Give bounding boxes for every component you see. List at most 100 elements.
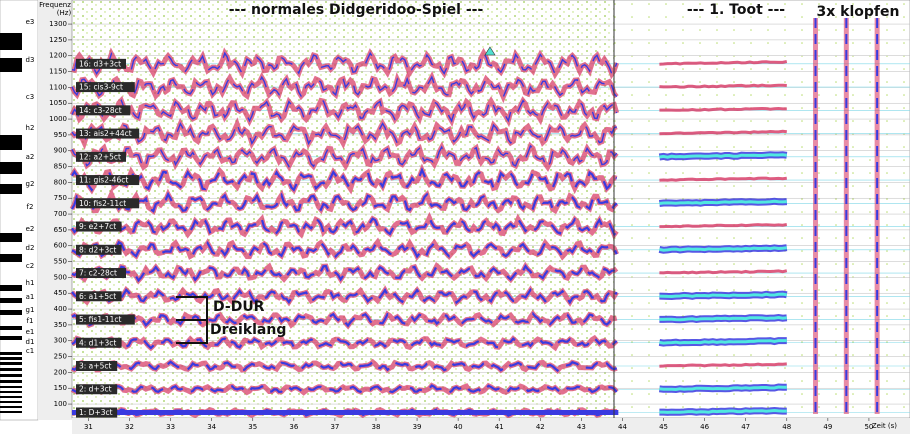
y-tick-label: 650 xyxy=(54,226,67,234)
harmonic-label-box xyxy=(76,337,122,348)
y-tick-label: 1300 xyxy=(49,20,67,28)
harmonic-label: 3: a+5ct xyxy=(79,362,111,371)
harmonic-trace xyxy=(69,187,619,216)
harmonic-label-box xyxy=(76,291,122,302)
harmonic-label-box xyxy=(76,361,118,372)
note-label: h1 xyxy=(26,279,35,287)
toot-trace xyxy=(659,223,788,229)
harmonic-label: 8: d2+3ct xyxy=(79,245,116,254)
harmonic-label-box xyxy=(76,244,122,255)
harmonic-label: 4: d1+3ct xyxy=(79,338,116,347)
note-label: a1 xyxy=(26,293,35,301)
harmonic-label: 5: fis1-11ct xyxy=(79,315,121,324)
note-label: e2 xyxy=(26,225,35,233)
harmonic-label-box xyxy=(76,268,126,279)
x-tick-label: 41 xyxy=(495,423,504,431)
x-tick-label: 50 xyxy=(864,423,873,431)
toot-trace xyxy=(659,176,787,182)
harmonic-core xyxy=(71,75,618,99)
x-tick-label: 33 xyxy=(166,423,175,431)
toot-core xyxy=(659,408,787,414)
note-label: d2 xyxy=(26,244,35,252)
chord-bracket xyxy=(176,296,208,344)
y-tick-label: 500 xyxy=(54,273,67,281)
harmonic-core xyxy=(71,51,618,76)
note-label: g2 xyxy=(26,180,35,188)
y-tick-label: 600 xyxy=(54,242,67,250)
y-tick-label: 250 xyxy=(54,353,67,361)
harmonic-label-box xyxy=(76,151,126,162)
harmonic-label: 11: gis2-46ct xyxy=(79,176,128,185)
x-tick-label: 34 xyxy=(207,423,216,431)
harmonic-core xyxy=(71,144,618,169)
harmonic-core xyxy=(71,99,618,123)
note-label: h2 xyxy=(26,124,35,132)
toot-trace xyxy=(659,269,788,275)
harmonic-core xyxy=(71,287,618,305)
y-tick-label: 1000 xyxy=(49,115,67,123)
x-tick-label: 31 xyxy=(84,423,93,431)
y-tick-label: 1200 xyxy=(49,52,67,60)
y-tick-label: 850 xyxy=(54,163,67,171)
x-axis-title: Zeit (s) xyxy=(872,422,897,430)
note-label: c1 xyxy=(26,347,34,355)
note-label: d3 xyxy=(26,56,35,64)
harmonic-core xyxy=(71,311,617,328)
y-tick-label: 450 xyxy=(54,289,67,297)
harmonic-label: 12: a2+5ct xyxy=(79,152,121,161)
toot-trace xyxy=(659,362,787,368)
x-tick-label: 45 xyxy=(659,423,668,431)
note-label: g1 xyxy=(26,306,35,314)
x-tick-label: 32 xyxy=(125,423,134,431)
note-label: d1 xyxy=(26,338,35,346)
y-tick-label: 900 xyxy=(54,147,67,155)
y-tick-label: 200 xyxy=(54,368,67,376)
harmonic-label-box xyxy=(76,384,118,395)
harmonic-label-box xyxy=(76,198,140,209)
x-tick-label: 47 xyxy=(741,423,750,431)
note-label: f1 xyxy=(27,317,34,325)
harmonic-core xyxy=(71,239,618,259)
harmonic-core xyxy=(71,215,618,237)
x-tick-label: 46 xyxy=(700,423,709,431)
annotation: --- 1. Toot --- xyxy=(687,2,785,18)
harmonic-core xyxy=(71,384,618,395)
harmonic-core xyxy=(71,122,617,146)
x-tick-label: 42 xyxy=(536,423,545,431)
harmonic-label: 9: e2+7ct xyxy=(79,222,116,231)
y-tick-label: 950 xyxy=(54,131,67,139)
x-tick-label: 49 xyxy=(823,423,832,431)
y-axis-unit: (Hz) xyxy=(57,9,72,17)
toot-trace xyxy=(659,106,787,112)
spectrogram xyxy=(69,18,910,419)
harmonic-label-box xyxy=(76,175,140,186)
toot-core xyxy=(659,153,787,159)
toot-trace xyxy=(659,60,788,66)
harmonic-label-box xyxy=(76,221,122,232)
harmonic-label: 14: c3-28ct xyxy=(79,106,122,115)
y-tick-label: 750 xyxy=(54,194,67,202)
harmonic-label-box xyxy=(76,82,135,93)
y-tick-label: 1250 xyxy=(49,36,67,44)
x-tick-label: 40 xyxy=(454,423,463,431)
annotation: 3x klopfen xyxy=(817,4,900,20)
harmonic-core xyxy=(71,167,617,192)
x-tick-label: 35 xyxy=(248,423,257,431)
harmonic-label: 10: fis2-11ct xyxy=(79,199,126,208)
x-tick-label: 39 xyxy=(413,423,422,431)
y-tick-label: 400 xyxy=(54,305,67,313)
toot-trace xyxy=(659,83,787,89)
y-tick-label: 550 xyxy=(54,258,67,266)
y-axis-panel xyxy=(38,0,72,420)
harmonic-label-box xyxy=(76,128,140,139)
harmonic-label-box xyxy=(76,407,118,418)
toot-core xyxy=(659,315,787,322)
y-tick-label: 1050 xyxy=(49,99,67,107)
annotation: --- normales Didgeridoo-Spiel --- xyxy=(229,2,484,18)
note-label: c3 xyxy=(26,93,34,101)
x-tick-label: 37 xyxy=(330,423,339,431)
annotation: Dreiklang xyxy=(210,322,286,338)
x-tick-label: 43 xyxy=(577,423,586,431)
